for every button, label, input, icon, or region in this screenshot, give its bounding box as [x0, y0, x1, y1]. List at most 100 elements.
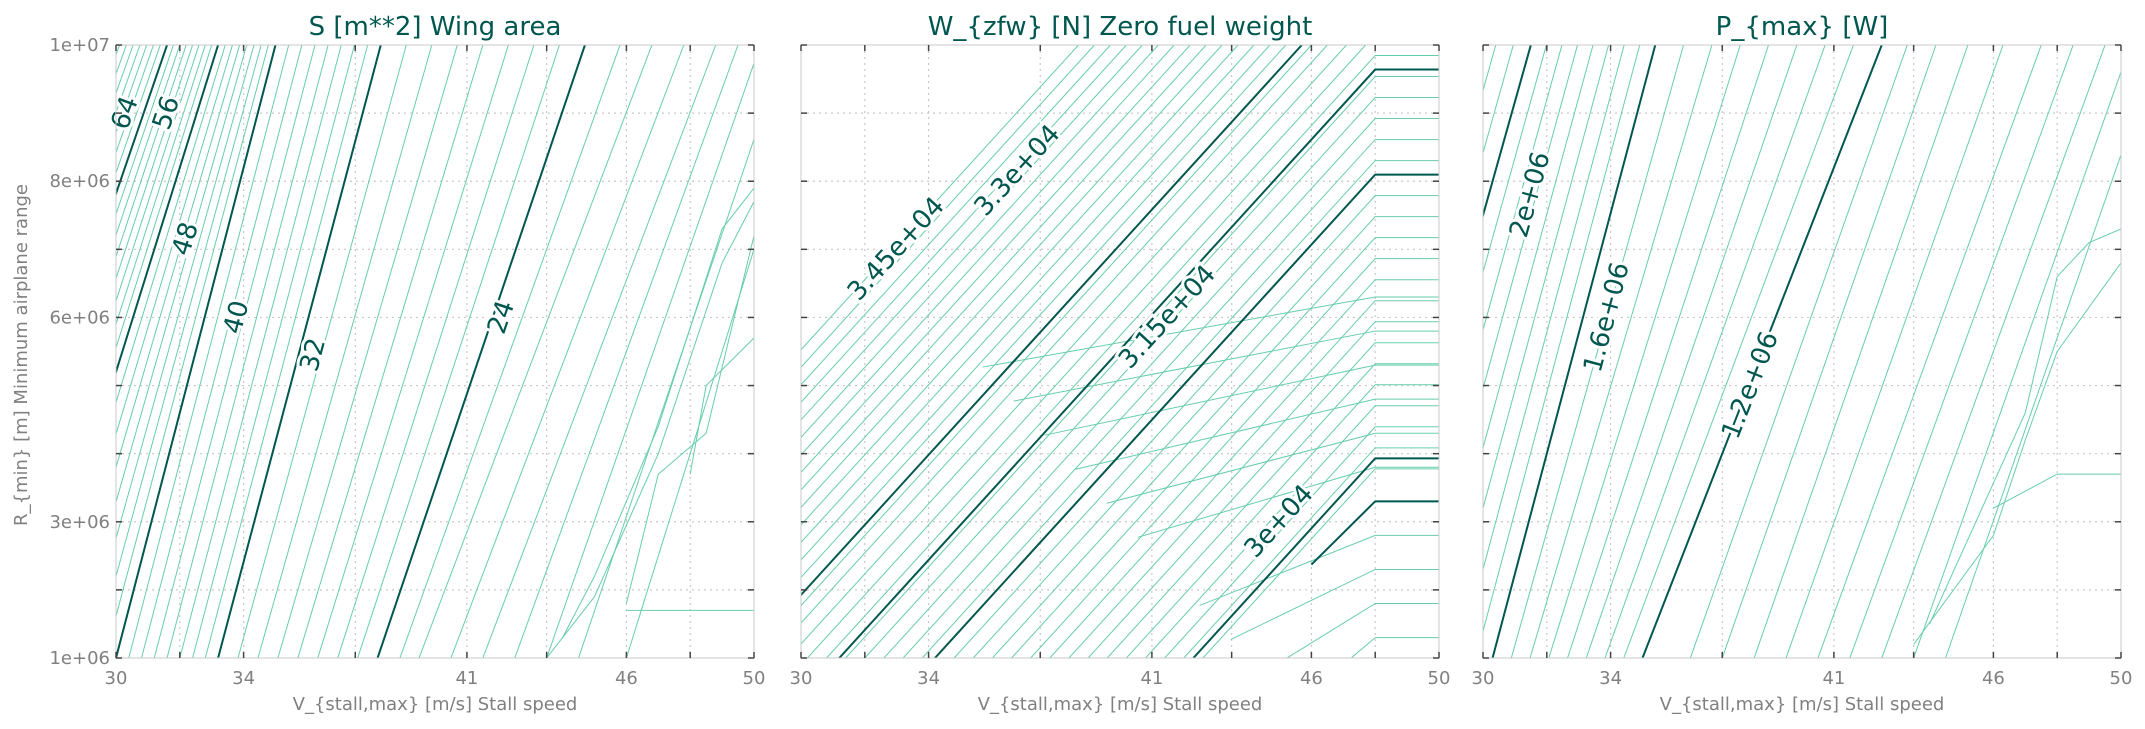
contour-line-minor: [801, 45, 1143, 421]
x-tick-label: 46: [1300, 668, 1323, 689]
contour-line-minor: [1849, 45, 2074, 658]
contour-line-minor: [801, 45, 1207, 491]
contour-line-minor: [801, 45, 1239, 526]
contour-line-minor: [1689, 45, 1908, 658]
contour-line-minor: [116, 45, 187, 259]
contour-line-minor: [116, 45, 255, 541]
contour-line-minor: [1271, 45, 1443, 658]
contour-line-minor: [357, 45, 560, 658]
contour-line-minor: [166, 45, 329, 658]
contour-line-minor: [625, 235, 754, 604]
contour-label: 3.15e+04: [1113, 259, 1222, 374]
contour-line-minor: [1145, 405, 1439, 658]
contour-line-minor: [801, 45, 1328, 624]
contour-line-major: [116, 45, 168, 197]
x-tick-label: 50: [2110, 668, 2133, 689]
contour-line-minor: [1548, 45, 1741, 658]
contour-line-minor: [1164, 426, 1439, 658]
contour-line-major: [1483, 45, 1532, 219]
contour-line-minor: [0, 45, 8, 658]
contour-line-minor: [801, 45, 1111, 386]
contour-line-minor: [902, 139, 1439, 658]
contour-line-minor: [116, 45, 181, 237]
ticks: [1482, 44, 2122, 659]
contour-line-minor: [921, 160, 1439, 658]
contour-line-minor: [116, 45, 241, 470]
x-axis-label: V_{stall,max} [m/s] Stall speed: [978, 694, 1263, 715]
x-tick-label: 34: [1599, 668, 1622, 689]
contour-line-minor: [801, 45, 1127, 404]
plot-frame: [800, 44, 1440, 659]
contour-line-minor: [562, 187, 754, 638]
contour-line-minor: [801, 45, 1175, 456]
contour-line-minor: [1087, 342, 1439, 658]
contour-line-minor: [116, 45, 200, 303]
contour-line-minor: [1753, 45, 1969, 658]
contour-line-minor: [845, 76, 1439, 658]
contour-line-minor: [864, 97, 1439, 658]
contour-line-minor: [992, 237, 1439, 658]
contour-line-minor: [1030, 279, 1439, 658]
contour-line-minor: [116, 45, 226, 405]
contour-line-minor: [1604, 45, 1826, 658]
contour-line-minor: [1483, 45, 1625, 572]
contour-line-minor: [1286, 603, 1439, 658]
contour-line-minor: [801, 45, 1095, 369]
contour-line-minor: [1817, 45, 2042, 658]
x-tick-label: 41: [455, 668, 478, 689]
contour-line-minor: [128, 45, 290, 658]
contour-line-minor: [192, 45, 355, 658]
x-tick-label: 34: [232, 668, 255, 689]
contour-line-major: [1310, 500, 1439, 566]
contour-line-minor: [1075, 398, 1439, 470]
contour-line-minor: [1126, 384, 1439, 658]
contour-line-major: [116, 45, 220, 376]
contour-line-major: [1491, 45, 1657, 658]
x-tick-label: 41: [1140, 668, 1163, 689]
contour-line-minor: [116, 45, 262, 579]
contour-lines: [0, 45, 754, 658]
contour-line-minor: [1585, 45, 1798, 658]
contour-line-minor: [1483, 45, 1594, 450]
chart-title: P_{max} [W]: [1716, 12, 1889, 42]
contour-line-minor: [297, 45, 484, 658]
x-axis-label: V_{stall,max} [m/s] Stall speed: [293, 694, 578, 715]
y-tick-label: 1e+06: [49, 648, 110, 669]
contour-line-major: [934, 173, 1439, 658]
contour-line-minor: [399, 45, 621, 658]
contour-line-major: [376, 45, 586, 658]
contour-line-major: [801, 45, 1303, 597]
contour-line-minor: [257, 45, 433, 658]
contour-line-minor: [1929, 228, 2121, 625]
contour-line-minor: [1483, 45, 1514, 155]
contour-line-minor: [1106, 432, 1439, 504]
contour-line-minor: [883, 118, 1439, 658]
contour-line-minor: [1230, 568, 1439, 640]
contour-line-minor: [1202, 468, 1439, 658]
contour-line-minor: [116, 45, 269, 619]
contour-line-minor: [953, 195, 1439, 658]
contour-lines: [1271, 45, 2121, 658]
contour-line-minor: [1529, 45, 1713, 658]
contour-line-minor: [801, 45, 1312, 607]
contour-line-minor: [625, 247, 754, 658]
y-axis-label: R_{min} [m] Minimum airplane range: [11, 184, 32, 526]
ticks: [115, 44, 755, 659]
contour-line-minor: [1013, 330, 1439, 402]
contour-line-minor: [1945, 153, 2121, 658]
contour-line-minor: [1049, 300, 1439, 658]
contour-label: 40: [218, 298, 255, 338]
contour-line-minor: [801, 45, 1287, 579]
contour-line-minor: [1483, 45, 1578, 391]
x-tick-label: 50: [1428, 668, 1451, 689]
contour-line-minor: [801, 45, 1159, 439]
x-tick-label: 50: [743, 668, 766, 689]
contour-line-minor: [450, 45, 685, 658]
contour-line-minor: [1350, 637, 1439, 658]
contour-label: 56: [147, 92, 186, 133]
contour-line-minor: [1881, 45, 2106, 658]
contour-line-minor: [482, 45, 717, 658]
